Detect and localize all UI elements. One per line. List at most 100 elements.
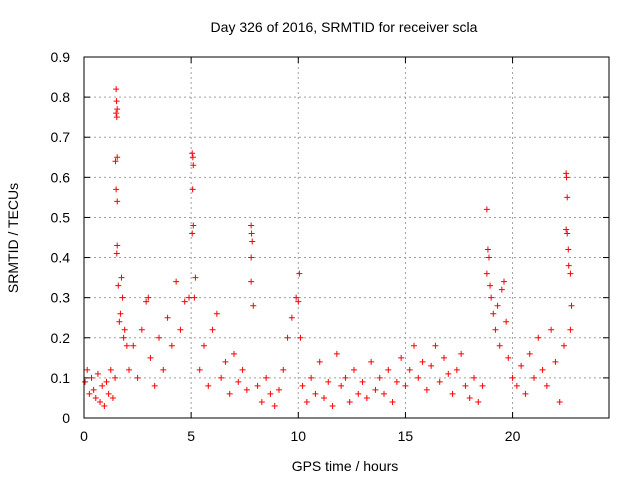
data-point <box>359 378 366 385</box>
data-point <box>338 382 345 389</box>
data-point <box>376 374 383 381</box>
data-point <box>92 394 99 401</box>
data-point <box>254 382 261 389</box>
data-point <box>186 294 192 301</box>
data-point <box>280 366 287 373</box>
data-point <box>258 398 265 405</box>
data-point <box>168 342 175 349</box>
data-point <box>271 402 278 409</box>
y-axis: 0 0.1 0.2 0.3 0.4 0.5 0.6 0.7 0.8 0.9 <box>51 49 609 426</box>
data-point <box>303 398 310 405</box>
data-point <box>432 342 439 349</box>
data-point <box>449 390 456 397</box>
data-point <box>90 386 97 393</box>
data-point <box>143 298 150 305</box>
data-point <box>94 370 101 377</box>
data-point <box>147 354 154 361</box>
data-point <box>248 278 255 285</box>
data-point <box>113 186 120 193</box>
data-point <box>487 282 494 289</box>
data-point <box>475 398 482 405</box>
data-point <box>564 230 571 237</box>
data-point <box>115 282 122 289</box>
x-tick-label: 5 <box>187 428 195 444</box>
x-tick-label: 10 <box>290 428 306 444</box>
data-point <box>436 378 443 385</box>
y-tick-label: 0 <box>62 410 70 426</box>
y-tick-label: 0.8 <box>51 89 71 105</box>
data-point <box>114 106 121 113</box>
data-point <box>151 382 158 389</box>
data-point <box>389 398 396 405</box>
data-point <box>249 238 256 245</box>
data-point <box>276 386 282 393</box>
data-point <box>509 374 516 381</box>
data-point <box>372 386 379 393</box>
data-point <box>351 366 357 373</box>
data-point <box>250 302 257 309</box>
data-point <box>308 374 315 381</box>
data-point <box>97 398 104 405</box>
data-point <box>479 382 486 389</box>
data-point <box>116 318 123 325</box>
data-point <box>218 374 225 381</box>
data-point <box>548 326 555 333</box>
grid-lines <box>84 57 609 418</box>
data-point <box>107 366 114 373</box>
data-point <box>114 242 121 249</box>
data-point <box>288 314 295 321</box>
y-tick-label: 0.2 <box>51 330 71 346</box>
data-point <box>368 358 375 365</box>
data-point <box>484 246 491 253</box>
y-tick-label: 0.3 <box>51 290 71 306</box>
data-point <box>267 390 274 397</box>
data-point <box>518 362 525 369</box>
data-point <box>119 294 126 301</box>
data-point <box>189 154 196 161</box>
data-point <box>145 294 152 301</box>
data-point <box>126 366 132 373</box>
plot-frame <box>83 56 610 419</box>
data-point <box>316 358 323 365</box>
data-point <box>190 222 197 229</box>
data-point <box>295 298 302 305</box>
y-tick-label: 0.6 <box>51 169 71 185</box>
data-point <box>248 222 255 229</box>
data-point <box>112 374 119 381</box>
data-point <box>498 286 505 293</box>
data-point <box>453 366 460 373</box>
x-tick-label: 0 <box>80 428 88 444</box>
data-point <box>120 334 127 341</box>
data-point <box>101 402 108 409</box>
data-point <box>346 398 353 405</box>
data-point <box>363 394 370 401</box>
data-point <box>84 366 91 373</box>
data-point <box>503 318 510 325</box>
data-point <box>543 382 550 389</box>
data-point <box>535 334 542 341</box>
data-point <box>88 374 95 381</box>
data-point <box>445 370 452 377</box>
data-point <box>568 302 575 309</box>
data-point <box>213 310 220 317</box>
data-point <box>235 378 242 385</box>
data-point <box>123 342 130 349</box>
data-point <box>567 270 574 277</box>
data-point <box>556 398 563 405</box>
data-point <box>563 174 570 181</box>
data-point <box>458 350 465 357</box>
data-point <box>296 270 303 277</box>
data-point <box>222 358 229 365</box>
data-point <box>329 402 336 409</box>
data-point <box>113 110 120 117</box>
x-tick-label: 15 <box>398 428 414 444</box>
data-point <box>196 366 203 373</box>
data-point <box>398 354 405 361</box>
data-point <box>231 350 237 357</box>
data-point <box>189 150 196 157</box>
data-point <box>492 326 499 333</box>
data-point <box>462 382 469 389</box>
data-point <box>490 310 497 317</box>
data-point <box>113 250 120 257</box>
